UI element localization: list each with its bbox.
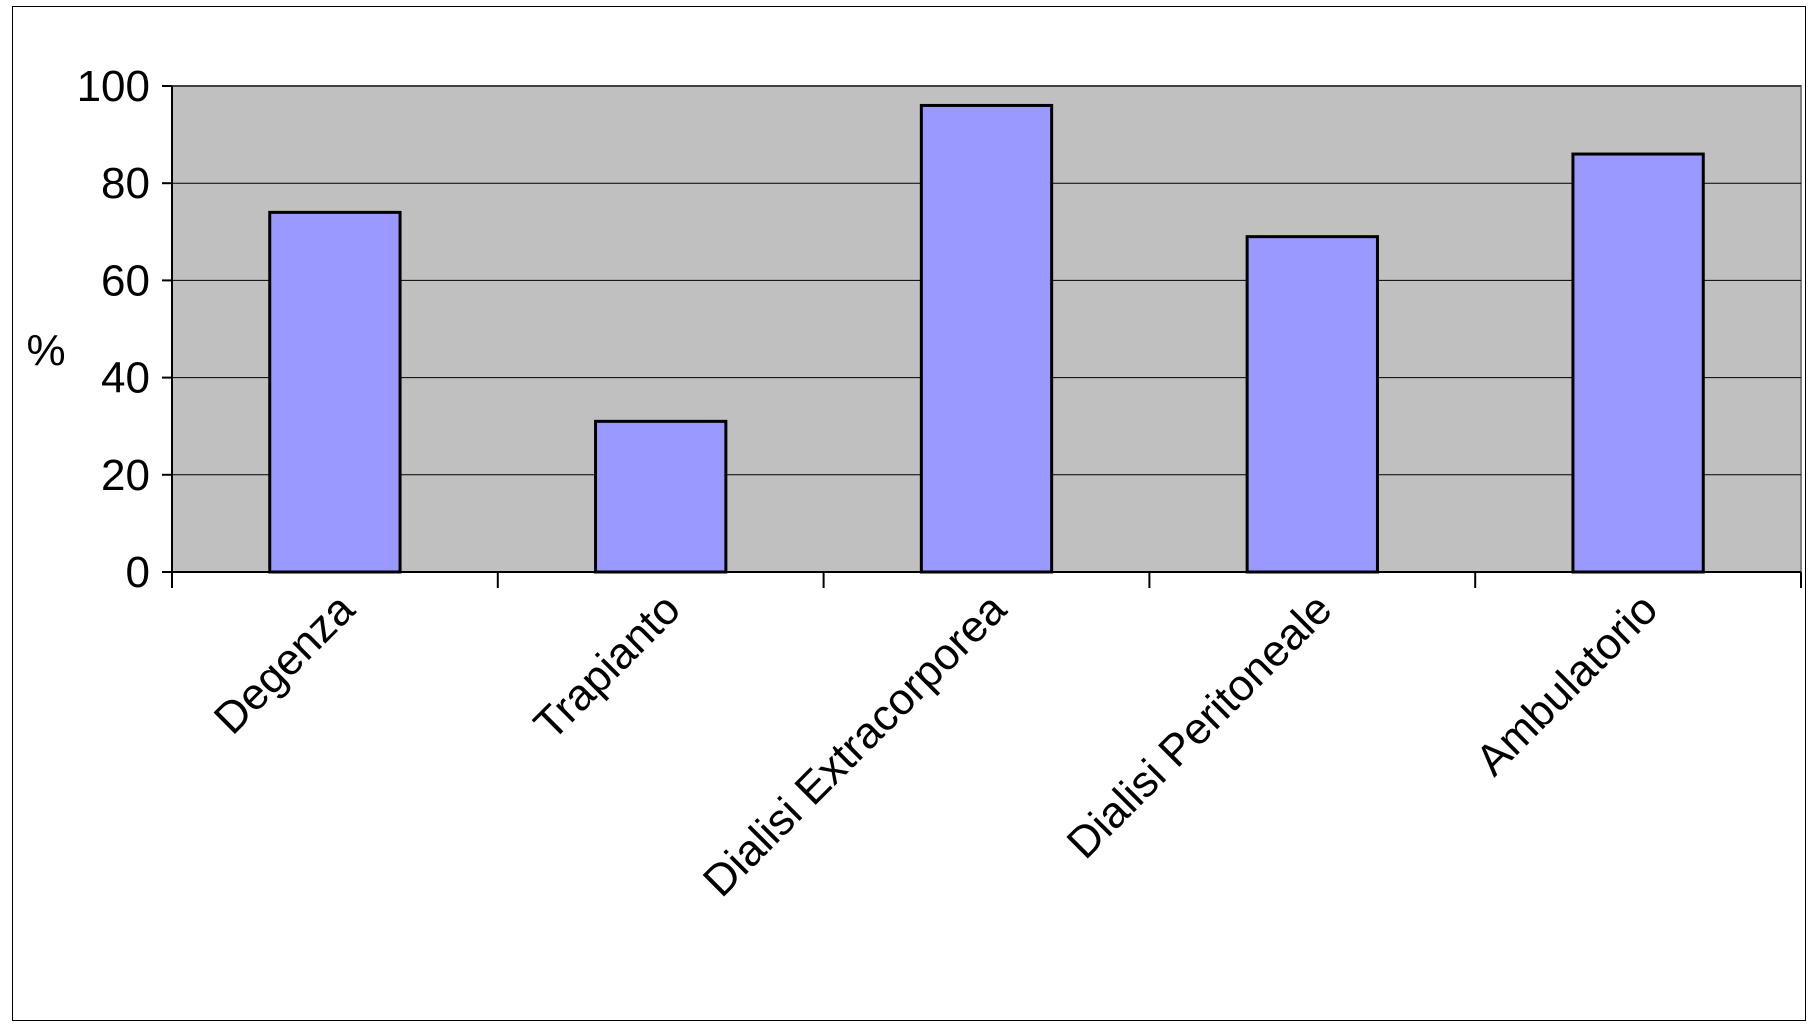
y-tick-label: 100	[77, 62, 150, 111]
bar-trapianto	[594, 419, 728, 574]
x-category-label: Ambulatorio	[1467, 584, 1668, 785]
y-tick-labels: 0 20 40 60 80 100	[77, 62, 150, 597]
y-tick-label: 40	[101, 354, 150, 403]
x-category-labels: Degenza Trapianto Dialisi Extracorporea Dia…	[205, 584, 1667, 906]
bar-degenza	[268, 210, 402, 574]
y-tick-label: 0	[126, 548, 150, 597]
x-category-label: Trapianto	[525, 584, 690, 749]
y-tick-label: 60	[101, 256, 150, 305]
axes	[162, 85, 1802, 588]
y-axis-title: %	[26, 326, 65, 375]
x-category-label: Dialisi Extracorporea	[694, 584, 1016, 906]
x-category-label: Dialisi Peritoneale	[1058, 584, 1342, 868]
y-tick-label: 20	[101, 451, 150, 500]
bar-ambulatorio	[1571, 152, 1705, 574]
bar-dialisi-extracorporea	[919, 103, 1054, 574]
bar-dialisi-peritoneale	[1245, 235, 1379, 574]
y-tick-label: 80	[101, 159, 150, 208]
bars	[268, 103, 1705, 574]
x-category-label: Degenza	[205, 584, 365, 744]
